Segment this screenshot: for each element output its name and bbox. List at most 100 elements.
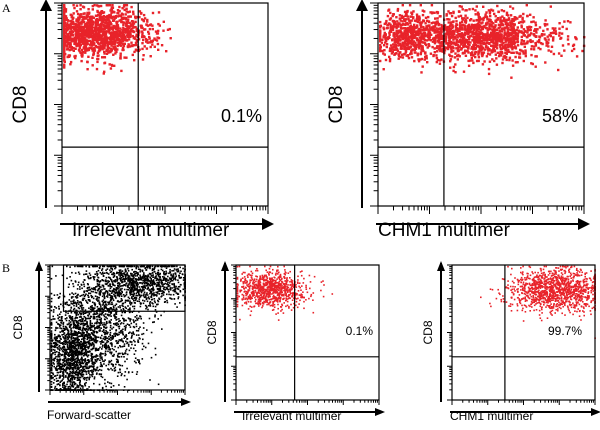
data-point	[129, 33, 132, 36]
data-point	[399, 55, 402, 59]
data-point	[79, 373, 82, 375]
data-point	[411, 48, 415, 51]
data-point	[499, 18, 502, 22]
data-point	[513, 23, 516, 26]
data-point	[70, 374, 72, 377]
data-point	[519, 14, 522, 18]
data-point	[81, 329, 83, 332]
data-point	[90, 311, 92, 313]
data-point	[85, 352, 88, 354]
data-point	[449, 23, 453, 26]
data-point	[432, 21, 435, 24]
data-point	[479, 29, 482, 32]
data-point	[64, 10, 68, 13]
data-point	[68, 367, 70, 370]
data-point	[516, 40, 520, 43]
data-point	[78, 359, 81, 361]
data-point	[91, 375, 94, 378]
data-point	[56, 346, 58, 349]
data-point	[473, 52, 477, 56]
data-point	[461, 17, 464, 20]
data-point	[108, 30, 111, 33]
data-point	[63, 363, 66, 365]
data-point	[63, 41, 66, 44]
data-point	[65, 39, 68, 42]
data-point	[63, 364, 65, 367]
data-point	[63, 359, 66, 362]
data-point	[93, 382, 95, 385]
data-point	[435, 60, 438, 64]
data-point	[382, 35, 386, 38]
data-point	[472, 47, 476, 50]
data-point	[70, 349, 72, 351]
data-point	[425, 54, 428, 58]
data-point	[533, 45, 536, 48]
data-point	[394, 25, 397, 28]
data-point	[60, 348, 63, 350]
data-point	[433, 29, 437, 32]
data-point	[498, 26, 502, 29]
data-point	[116, 24, 119, 27]
data-point	[72, 386, 75, 388]
data-point	[65, 348, 67, 351]
data-point	[86, 388, 88, 390]
data-point	[68, 341, 70, 343]
data-point	[97, 36, 100, 39]
data-point	[522, 12, 525, 16]
data-point	[493, 12, 496, 16]
data-point	[506, 50, 509, 53]
data-point	[382, 28, 386, 31]
data-point	[103, 43, 107, 46]
data-point	[466, 30, 469, 33]
data-point	[66, 303, 69, 306]
data-point	[405, 42, 408, 46]
data-point	[63, 43, 66, 46]
data-point	[530, 32, 533, 35]
data-point	[69, 41, 72, 44]
data-point	[82, 326, 84, 329]
data-point	[66, 381, 69, 383]
data-point	[524, 49, 527, 52]
data-point	[497, 26, 500, 30]
data-point	[501, 45, 505, 48]
data-point	[574, 37, 578, 40]
data-point	[65, 385, 67, 388]
data-point	[72, 49, 75, 52]
data-point	[104, 15, 108, 19]
data-point	[94, 24, 97, 27]
data-point	[486, 18, 489, 21]
data-point	[116, 12, 119, 15]
data-point	[79, 376, 82, 379]
data-point	[424, 52, 427, 55]
data-point	[492, 42, 495, 45]
data-point	[543, 33, 546, 36]
data-point	[82, 17, 85, 21]
data-point	[74, 371, 76, 373]
data-point	[101, 376, 104, 379]
data-point	[130, 20, 134, 23]
data-point	[84, 43, 87, 46]
data-point	[141, 26, 144, 30]
data-point	[146, 24, 150, 27]
data-point	[84, 370, 87, 372]
data-point	[75, 31, 78, 34]
data-point	[50, 342, 53, 345]
data-point	[427, 37, 431, 40]
data-point	[99, 346, 101, 349]
data-point	[381, 38, 384, 41]
data-point	[426, 61, 429, 64]
data-point	[79, 301, 82, 303]
data-point	[68, 48, 71, 52]
data-point	[379, 44, 382, 47]
data-point	[89, 22, 92, 26]
data-point	[56, 327, 59, 329]
data-point	[83, 344, 85, 346]
data-point	[90, 46, 93, 50]
data-point	[99, 309, 102, 311]
data-point	[104, 25, 107, 28]
data-point	[91, 64, 94, 67]
data-point	[63, 346, 66, 349]
data-point	[433, 21, 437, 24]
data-point	[66, 323, 69, 326]
data-point	[401, 23, 404, 27]
